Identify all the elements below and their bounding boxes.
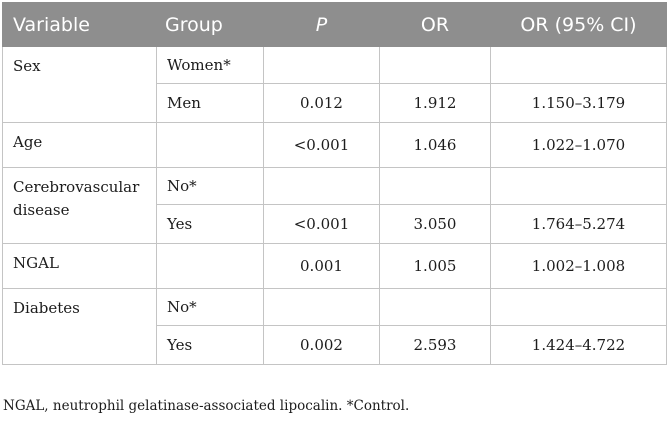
ci-cell: 1.424–4.722 — [490, 325, 667, 365]
variable-cell: NGAL — [2, 243, 157, 289]
header-variable: Variable — [2, 2, 157, 47]
header-p: P — [263, 2, 380, 47]
group-cell: No* — [156, 288, 264, 326]
p-cell: <0.001 — [263, 204, 380, 244]
or-cell: 2.593 — [379, 325, 491, 365]
p-cell: 0.012 — [263, 83, 380, 123]
group-cell — [156, 122, 264, 168]
table-row: NGAL 0.001 1.005 1.002–1.008 — [2, 243, 667, 289]
variable-cell: Sex — [2, 46, 157, 123]
group-cell: Men — [156, 83, 264, 123]
or-cell — [379, 46, 491, 84]
table-footnote: NGAL, neutrophil gelatinase-associated l… — [3, 398, 410, 414]
table-row: Age <0.001 1.046 1.022–1.070 — [2, 122, 667, 168]
header-or: OR — [379, 2, 491, 47]
ci-cell: 1.022–1.070 — [490, 122, 667, 168]
p-cell: 0.002 — [263, 325, 380, 365]
table-row: Men 0.012 1.912 1.150–3.179 — [3, 83, 667, 123]
variable-cell: Age — [2, 122, 157, 168]
ci-cell — [490, 288, 667, 326]
or-cell: 1.005 — [379, 243, 491, 289]
p-cell: 0.001 — [263, 243, 380, 289]
group-cell: Yes — [156, 204, 264, 244]
table-row: Cerebrovascular disease No* — [2, 167, 667, 244]
or-cell — [379, 167, 491, 205]
ci-cell: 1.150–3.179 — [490, 83, 667, 123]
results-table: Variable Group P OR OR (95% CI) Sex Wome… — [2, 2, 667, 365]
or-cell: 3.050 — [379, 204, 491, 244]
or-cell — [379, 288, 491, 326]
p-cell — [263, 46, 380, 84]
group-cell — [156, 243, 264, 289]
or-cell: 1.912 — [379, 83, 491, 123]
table-row: Sex Women* — [2, 46, 667, 123]
p-cell: <0.001 — [263, 122, 380, 168]
table-row: Yes 0.002 2.593 1.424–4.722 — [3, 325, 667, 365]
group-cell: Yes — [156, 325, 264, 365]
p-cell — [263, 167, 380, 205]
group-cell: No* — [156, 167, 264, 205]
variable-cell: Diabetes — [2, 288, 157, 365]
ci-cell: 1.002–1.008 — [490, 243, 667, 289]
header-row: Variable Group P OR OR (95% CI) — [2, 2, 667, 47]
variable-cell: Cerebrovascular disease — [2, 167, 157, 244]
ci-cell — [490, 167, 667, 205]
table-row: Yes <0.001 3.050 1.764–5.274 — [3, 204, 667, 244]
table-row: Diabetes No* — [2, 288, 667, 365]
or-cell: 1.046 — [379, 122, 491, 168]
ci-cell: 1.764–5.274 — [490, 204, 667, 244]
header-group: Group — [156, 2, 264, 47]
header-or-ci: OR (95% CI) — [490, 2, 667, 47]
p-cell — [263, 288, 380, 326]
ci-cell — [490, 46, 667, 84]
group-cell: Women* — [156, 46, 264, 84]
